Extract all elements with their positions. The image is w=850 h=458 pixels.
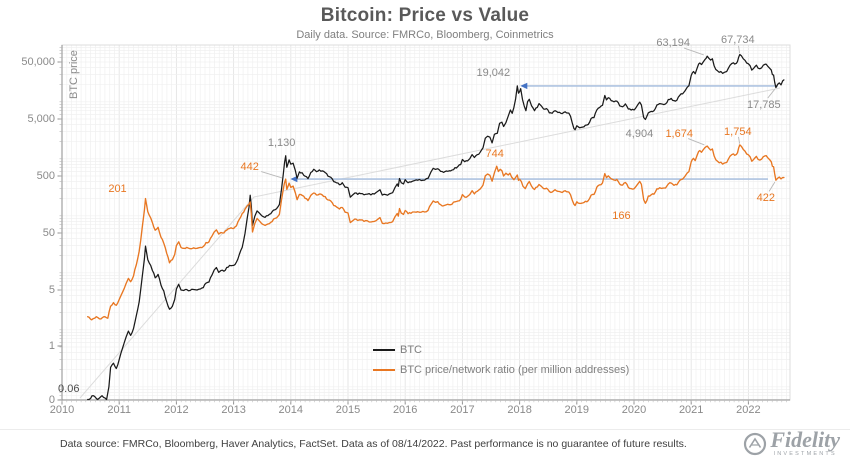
legend-item-ratio: BTC price/network ratio (per million add… (373, 360, 629, 380)
x-tick-label-2021: 2021 (678, 404, 704, 416)
y-tick-label-1: 1 (48, 339, 55, 352)
chart-title: Bitcoin: Price vs Value (320, 5, 530, 26)
legend-swatch (373, 369, 395, 371)
annotation-leader (683, 47, 704, 56)
annotation-1130: 1,130 (267, 136, 296, 149)
y-tick-label-5000: 5,000 (27, 112, 55, 125)
annotation-leader (261, 171, 283, 179)
axis-ticks (57, 47, 787, 405)
x-tick-label-2014: 2014 (278, 404, 304, 416)
x-tick-label-2022: 2022 (736, 404, 761, 416)
annotation-67734: 67,734 (720, 34, 755, 47)
legend-item-btc: BTC (373, 340, 629, 360)
annotation-17785: 17,785 (747, 98, 781, 111)
fidelity-pyramid-icon (744, 432, 767, 456)
chart-subtitle: Daily data. Source: FMRCo, Bloomberg, Co… (296, 29, 554, 41)
legend-label: BTC price/network ratio (per million add… (400, 364, 630, 376)
legend-swatch (373, 349, 395, 351)
reference-arrow-head-1 (520, 82, 528, 90)
fidelity-logo: Fidelity INVESTMENTS (743, 427, 840, 457)
fidelity-wordmark: Fidelity (770, 427, 840, 452)
y-tick-label-500: 500 (36, 169, 55, 182)
y-tick-label-5: 5 (48, 283, 55, 296)
y-tick-label-50: 50 (42, 226, 55, 239)
annotation-leader (738, 136, 741, 144)
annotation-442: 442 (240, 161, 259, 174)
x-tick-label-2017: 2017 (450, 404, 475, 416)
fidelity-investments-label: INVESTMENTS (773, 451, 837, 457)
y-tick-label-0: 0 (48, 393, 55, 406)
trend-line (79, 87, 781, 399)
x-tick-label-2011: 2011 (107, 404, 132, 416)
x-tick-label-2015: 2015 (335, 404, 361, 416)
x-tick-label-2013: 2013 (221, 404, 246, 416)
annotation-422: 422 (756, 192, 776, 205)
annotation-1754: 1,754 (724, 125, 752, 138)
y-tick-label-50000: 50,000 (21, 55, 55, 68)
annotation-63194: 63,194 (656, 37, 691, 50)
x-tick-label-2012: 2012 (164, 404, 189, 416)
ratio-series-line (87, 144, 785, 321)
legend-label: BTC (400, 344, 422, 356)
x-tick-label-2018: 2018 (507, 404, 532, 416)
x-tick-label-2016: 2016 (392, 404, 418, 416)
gridlines (61, 45, 790, 400)
annotation-leader (767, 89, 776, 99)
annotation-201: 201 (108, 182, 127, 195)
x-tick-label-2019: 2019 (564, 404, 590, 416)
annotation-006: 0.06 (58, 383, 80, 396)
btc-series-line (87, 53, 785, 401)
y-axis-title: BTC price (68, 50, 80, 99)
annotation-leader (768, 181, 776, 192)
footer-divider (0, 429, 850, 430)
legend: BTC BTC price/network ratio (per million … (373, 340, 629, 380)
reference-arrow-head-2 (290, 175, 298, 183)
annotation-166: 166 (612, 210, 631, 223)
annotation-1674: 1,674 (665, 128, 693, 141)
annotation-leader (738, 45, 741, 54)
footer-disclaimer: Data source: FMRCo, Bloomberg, Haver Ana… (60, 438, 687, 450)
annotation-744: 744 (485, 148, 504, 161)
annotation-4904: 4,904 (625, 128, 654, 141)
x-tick-label-2020: 2020 (621, 404, 647, 416)
annotation-19042: 19,042 (476, 66, 511, 79)
annotation-leader (688, 138, 705, 146)
x-tick-label-2010: 2010 (49, 404, 75, 416)
